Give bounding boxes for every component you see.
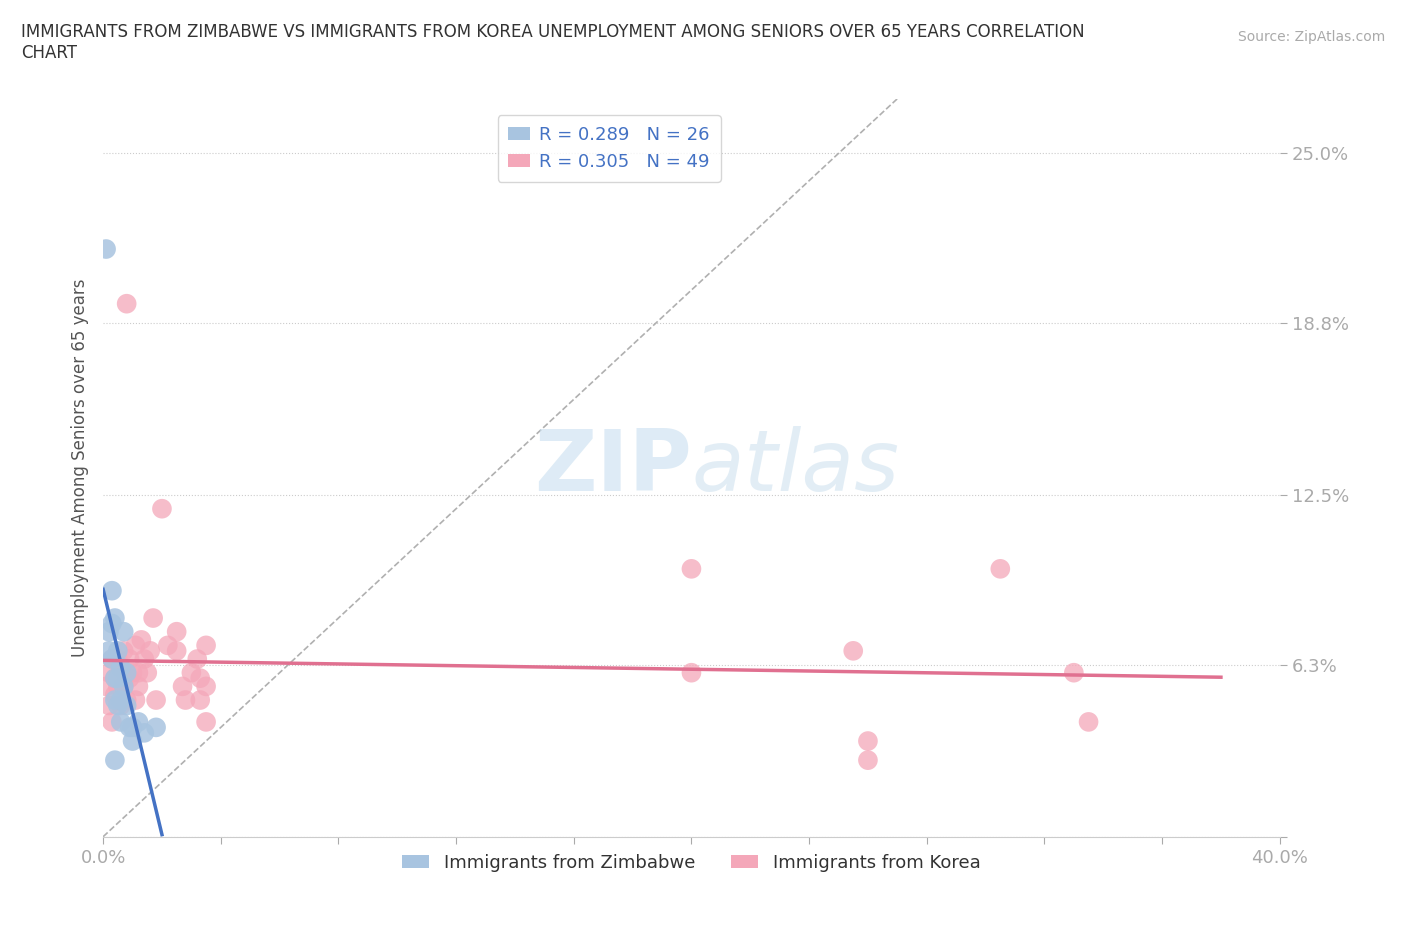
Point xyxy=(107,679,129,694)
Text: Source: ZipAtlas.com: Source: ZipAtlas.com xyxy=(1237,30,1385,44)
Point xyxy=(142,611,165,626)
Point xyxy=(110,714,132,729)
Point xyxy=(98,698,121,713)
Point xyxy=(104,671,127,685)
Point xyxy=(101,583,124,598)
Point xyxy=(118,671,141,685)
Point xyxy=(174,693,197,708)
Point xyxy=(121,665,143,680)
Point xyxy=(98,665,121,680)
Point xyxy=(110,693,132,708)
Legend: Immigrants from Zimbabwe, Immigrants from Korea: Immigrants from Zimbabwe, Immigrants fro… xyxy=(395,847,988,880)
Point xyxy=(104,693,127,708)
Point xyxy=(195,679,218,694)
Point xyxy=(1063,665,1085,680)
Point xyxy=(136,665,159,680)
Point xyxy=(98,624,121,639)
Point xyxy=(186,652,208,667)
Point xyxy=(110,698,132,713)
Point xyxy=(115,693,138,708)
Point xyxy=(101,616,124,631)
Point xyxy=(131,632,153,647)
Point xyxy=(98,644,121,658)
Point xyxy=(166,624,188,639)
Point xyxy=(127,679,149,694)
Point xyxy=(101,652,124,667)
Point xyxy=(681,665,703,680)
Point xyxy=(166,644,188,658)
Point xyxy=(107,652,129,667)
Point xyxy=(104,611,127,626)
Point xyxy=(127,665,149,680)
Point xyxy=(121,720,143,735)
Point xyxy=(115,297,138,312)
Point xyxy=(156,638,179,653)
Text: IMMIGRANTS FROM ZIMBABWE VS IMMIGRANTS FROM KOREA UNEMPLOYMENT AMONG SENIORS OVE: IMMIGRANTS FROM ZIMBABWE VS IMMIGRANTS F… xyxy=(21,23,1084,62)
Point xyxy=(112,624,135,639)
Point xyxy=(145,693,167,708)
Point xyxy=(988,562,1011,577)
Point xyxy=(118,652,141,667)
Point xyxy=(104,671,127,685)
Point xyxy=(104,752,127,767)
Point xyxy=(94,242,117,257)
Point xyxy=(195,638,218,653)
Text: atlas: atlas xyxy=(692,426,900,510)
Point xyxy=(172,679,194,694)
Point xyxy=(856,752,879,767)
Point xyxy=(124,638,146,653)
Point xyxy=(112,679,135,694)
Point xyxy=(101,652,124,667)
Point xyxy=(150,501,173,516)
Point xyxy=(188,671,211,685)
Point xyxy=(118,720,141,735)
Point xyxy=(121,734,143,749)
Point xyxy=(1077,714,1099,729)
Point xyxy=(139,644,162,658)
Point xyxy=(107,698,129,713)
Point xyxy=(115,665,138,680)
Point xyxy=(180,665,202,680)
Point xyxy=(115,698,138,713)
Text: ZIP: ZIP xyxy=(534,426,692,510)
Point xyxy=(124,693,146,708)
Point xyxy=(134,652,156,667)
Point xyxy=(112,679,135,694)
Point xyxy=(681,562,703,577)
Point xyxy=(127,714,149,729)
Point xyxy=(110,659,132,674)
Point xyxy=(94,679,117,694)
Point xyxy=(110,665,132,680)
Point xyxy=(145,720,167,735)
Y-axis label: Unemployment Among Seniors over 65 years: Unemployment Among Seniors over 65 years xyxy=(72,278,89,657)
Point xyxy=(856,734,879,749)
Point xyxy=(104,687,127,702)
Point xyxy=(195,714,218,729)
Point xyxy=(101,714,124,729)
Point xyxy=(842,644,865,658)
Point xyxy=(107,671,129,685)
Point xyxy=(107,644,129,658)
Point xyxy=(134,725,156,740)
Point xyxy=(112,644,135,658)
Point xyxy=(188,693,211,708)
